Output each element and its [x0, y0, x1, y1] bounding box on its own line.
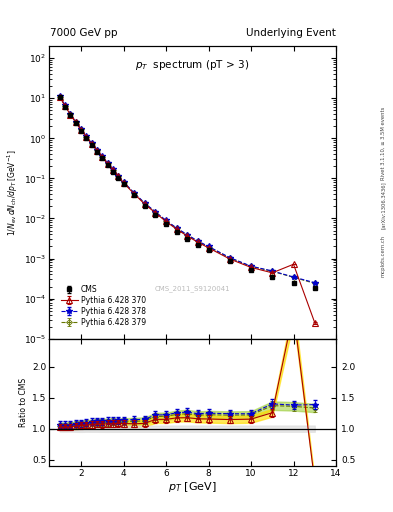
Y-axis label: Ratio to CMS: Ratio to CMS: [19, 378, 28, 427]
Text: mcplots.cern.ch: mcplots.cern.ch: [381, 235, 386, 277]
Text: CMS_2011_S9120041: CMS_2011_S9120041: [155, 286, 230, 292]
Y-axis label: $1/N_\mathrm{ev}\,dN_\mathrm{ch}/dp_T\,[\mathrm{GeV}^{-1}]$: $1/N_\mathrm{ev}\,dN_\mathrm{ch}/dp_T\,[…: [6, 149, 20, 236]
Legend: CMS, Pythia 6.428 370, Pythia 6.428 378, Pythia 6.428 379: CMS, Pythia 6.428 370, Pythia 6.428 378,…: [59, 283, 148, 329]
Text: Underlying Event: Underlying Event: [246, 28, 336, 38]
Text: $p_T$  spectrum (pT > 3): $p_T$ spectrum (pT > 3): [136, 58, 250, 72]
Text: 7000 GeV pp: 7000 GeV pp: [50, 28, 118, 38]
Text: Rivet 3.1.10, ≥ 3.5M events: Rivet 3.1.10, ≥ 3.5M events: [381, 106, 386, 180]
Text: [arXiv:1306.3436]: [arXiv:1306.3436]: [381, 181, 386, 229]
X-axis label: $p_T$ [GeV]: $p_T$ [GeV]: [168, 480, 217, 495]
